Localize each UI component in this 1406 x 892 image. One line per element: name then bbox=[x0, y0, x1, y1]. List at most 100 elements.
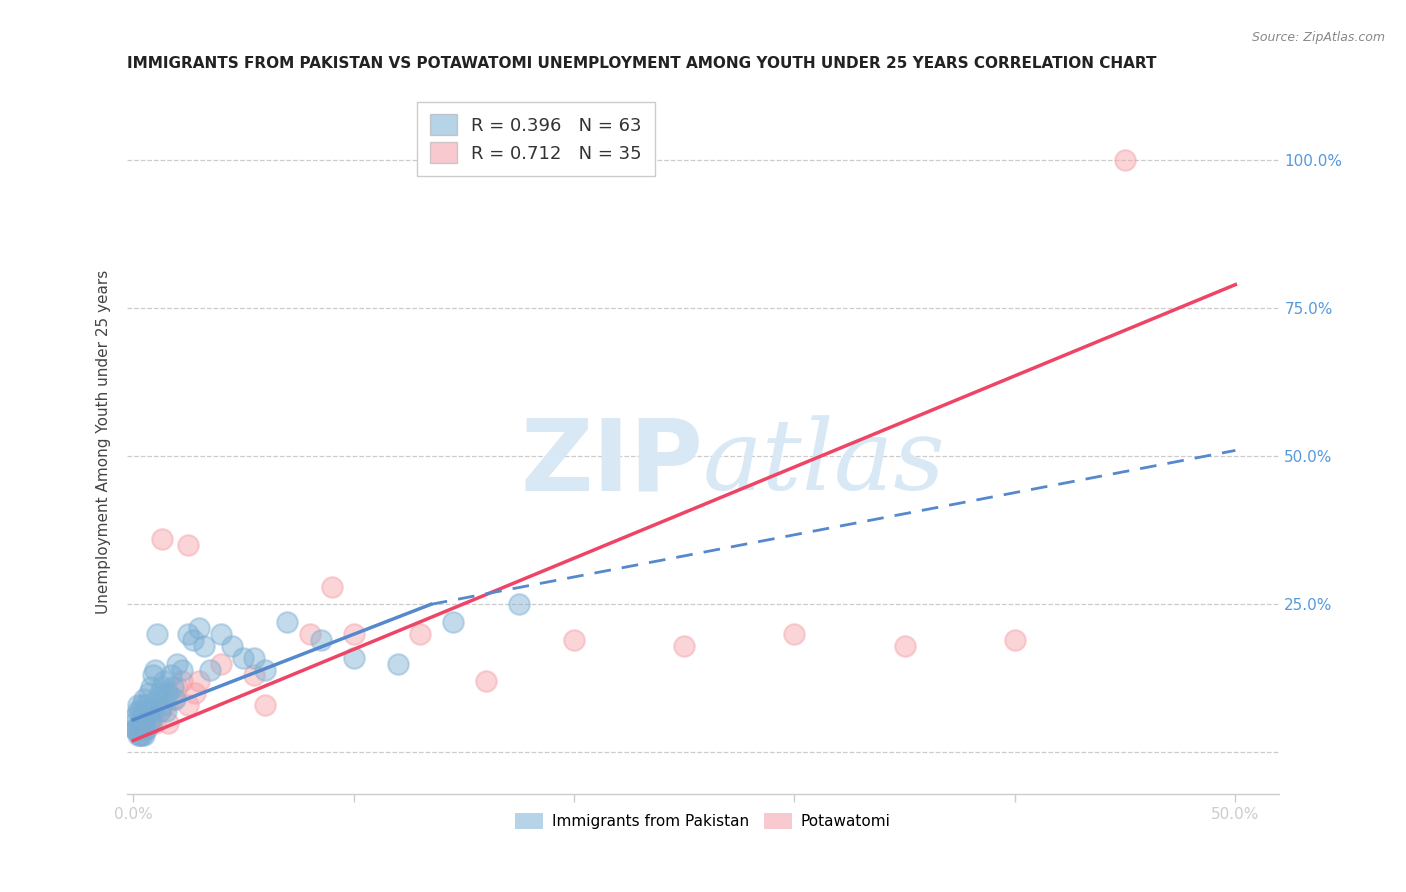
Point bbox=[1114, 153, 1136, 168]
Point bbox=[150, 698, 173, 712]
Point bbox=[131, 715, 153, 730]
Point bbox=[243, 668, 266, 682]
Text: atlas: atlas bbox=[703, 415, 946, 510]
Point bbox=[441, 615, 464, 629]
Point bbox=[342, 627, 364, 641]
Point bbox=[166, 681, 188, 695]
Point bbox=[200, 663, 222, 677]
Point bbox=[157, 686, 180, 700]
Point bbox=[124, 710, 146, 724]
Point bbox=[170, 663, 193, 677]
Point bbox=[150, 681, 173, 695]
Point bbox=[138, 686, 160, 700]
Point bbox=[139, 715, 162, 730]
Point bbox=[162, 692, 184, 706]
Point bbox=[143, 698, 166, 712]
Point bbox=[184, 686, 207, 700]
Point bbox=[131, 722, 153, 736]
Point bbox=[128, 722, 150, 736]
Point bbox=[131, 698, 153, 712]
Point bbox=[893, 639, 915, 653]
Point bbox=[673, 639, 696, 653]
Point bbox=[135, 710, 157, 724]
Point bbox=[155, 686, 177, 700]
Point bbox=[562, 632, 585, 647]
Point bbox=[142, 668, 165, 682]
Point bbox=[134, 710, 156, 724]
Point bbox=[125, 722, 148, 736]
Point bbox=[157, 715, 180, 730]
Point bbox=[142, 710, 165, 724]
Point bbox=[128, 728, 150, 742]
Point bbox=[146, 627, 169, 641]
Point bbox=[155, 704, 177, 718]
Point bbox=[128, 704, 150, 718]
Point bbox=[134, 715, 156, 730]
Point bbox=[409, 627, 432, 641]
Point bbox=[128, 728, 150, 742]
Point bbox=[309, 632, 332, 647]
Point bbox=[122, 715, 145, 730]
Text: Source: ZipAtlas.com: Source: ZipAtlas.com bbox=[1251, 31, 1385, 45]
Point bbox=[177, 698, 200, 712]
Point bbox=[149, 704, 172, 718]
Point bbox=[170, 674, 193, 689]
Point bbox=[153, 674, 176, 689]
Point bbox=[124, 722, 146, 736]
Point bbox=[188, 674, 211, 689]
Point bbox=[128, 715, 150, 730]
Point bbox=[131, 710, 153, 724]
Point bbox=[475, 674, 498, 689]
Point bbox=[177, 627, 200, 641]
Point bbox=[243, 650, 266, 665]
Point bbox=[254, 663, 277, 677]
Point bbox=[159, 668, 181, 682]
Point bbox=[138, 704, 160, 718]
Point bbox=[139, 704, 162, 718]
Text: ZIP: ZIP bbox=[520, 414, 703, 511]
Point bbox=[139, 681, 162, 695]
Point bbox=[209, 627, 232, 641]
Point bbox=[181, 632, 204, 647]
Text: IMMIGRANTS FROM PAKISTAN VS POTAWATOMI UNEMPLOYMENT AMONG YOUTH UNDER 25 YEARS C: IMMIGRANTS FROM PAKISTAN VS POTAWATOMI U… bbox=[127, 56, 1156, 71]
Point bbox=[135, 722, 157, 736]
Point bbox=[155, 698, 177, 712]
Point bbox=[143, 663, 166, 677]
Point bbox=[193, 639, 215, 653]
Point bbox=[142, 704, 165, 718]
Legend: Immigrants from Pakistan, Potawatomi: Immigrants from Pakistan, Potawatomi bbox=[509, 807, 897, 836]
Point bbox=[387, 657, 409, 671]
Point bbox=[149, 704, 172, 718]
Point bbox=[188, 621, 211, 635]
Point bbox=[135, 722, 157, 736]
Point bbox=[134, 692, 156, 706]
Point bbox=[127, 728, 149, 742]
Point bbox=[138, 715, 160, 730]
Point bbox=[150, 533, 173, 547]
Point bbox=[232, 650, 254, 665]
Y-axis label: Unemployment Among Youth under 25 years: Unemployment Among Youth under 25 years bbox=[96, 269, 111, 614]
Point bbox=[127, 698, 149, 712]
Point bbox=[134, 704, 156, 718]
Point bbox=[209, 657, 232, 671]
Point bbox=[127, 722, 149, 736]
Point bbox=[321, 580, 343, 594]
Point bbox=[146, 692, 169, 706]
Point bbox=[135, 698, 157, 712]
Point bbox=[276, 615, 298, 629]
Point bbox=[298, 627, 321, 641]
Point bbox=[124, 722, 146, 736]
Point bbox=[783, 627, 806, 641]
Point bbox=[166, 657, 188, 671]
Point bbox=[254, 698, 277, 712]
Point bbox=[342, 650, 364, 665]
Point bbox=[149, 686, 172, 700]
Point bbox=[508, 598, 530, 612]
Point bbox=[1004, 632, 1026, 647]
Point bbox=[134, 728, 156, 742]
Point bbox=[131, 728, 153, 742]
Point bbox=[127, 704, 149, 718]
Point bbox=[221, 639, 243, 653]
Point bbox=[143, 715, 166, 730]
Point bbox=[138, 704, 160, 718]
